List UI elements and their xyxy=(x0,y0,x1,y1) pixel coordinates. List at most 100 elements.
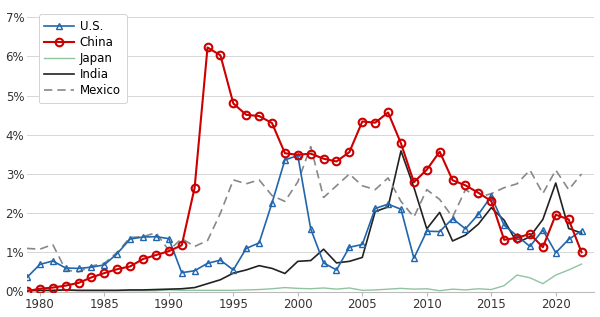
China xyxy=(36,287,43,291)
China xyxy=(488,199,495,203)
Mexico xyxy=(307,145,314,148)
U.S. xyxy=(359,243,366,246)
Japan xyxy=(578,262,585,266)
Mexico xyxy=(139,235,146,239)
U.S. xyxy=(539,228,547,232)
Mexico xyxy=(565,188,572,191)
Japan xyxy=(333,287,340,291)
China xyxy=(423,168,430,171)
India xyxy=(359,256,366,259)
China xyxy=(552,213,559,217)
U.S. xyxy=(320,261,327,265)
India xyxy=(88,288,95,292)
U.S. xyxy=(113,252,121,256)
Japan xyxy=(320,286,327,290)
China xyxy=(578,250,585,254)
Mexico xyxy=(230,178,237,182)
China xyxy=(385,111,392,114)
China xyxy=(256,114,263,118)
China xyxy=(139,257,146,261)
China xyxy=(307,152,314,156)
Japan xyxy=(165,288,172,292)
Mexico xyxy=(385,176,392,180)
India xyxy=(539,217,547,221)
Japan xyxy=(242,288,250,292)
Mexico xyxy=(436,197,443,201)
Japan xyxy=(462,288,469,292)
India xyxy=(526,235,533,239)
Japan xyxy=(152,289,160,293)
China xyxy=(449,178,456,182)
Mexico xyxy=(475,196,482,199)
Mexico xyxy=(514,182,521,186)
U.S. xyxy=(191,269,198,273)
India xyxy=(397,149,404,153)
Japan xyxy=(139,289,146,293)
China xyxy=(268,121,275,125)
Japan xyxy=(23,289,31,293)
China xyxy=(127,264,134,268)
Japan xyxy=(178,288,185,292)
India xyxy=(565,227,572,230)
India xyxy=(230,271,237,275)
China xyxy=(75,281,82,285)
Mexico xyxy=(552,168,559,172)
U.S. xyxy=(152,235,160,239)
India xyxy=(488,206,495,210)
Mexico xyxy=(578,172,585,176)
China xyxy=(500,238,508,242)
India xyxy=(75,288,82,292)
Mexico xyxy=(178,237,185,241)
U.S. xyxy=(217,258,224,262)
China xyxy=(526,232,533,236)
India xyxy=(410,185,418,189)
U.S. xyxy=(256,241,263,245)
Mexico xyxy=(268,194,275,197)
China xyxy=(333,159,340,163)
India xyxy=(371,210,379,213)
Mexico xyxy=(23,247,31,250)
U.S. xyxy=(307,227,314,231)
India xyxy=(204,282,211,286)
Mexico xyxy=(333,184,340,188)
India xyxy=(36,288,43,292)
India xyxy=(294,259,301,263)
India xyxy=(462,233,469,237)
China xyxy=(462,184,469,187)
Japan xyxy=(475,287,482,291)
Legend: U.S., China, Japan, India, Mexico: U.S., China, Japan, India, Mexico xyxy=(38,14,127,103)
India xyxy=(49,288,56,292)
Japan xyxy=(371,288,379,292)
Japan xyxy=(217,288,224,292)
U.S. xyxy=(565,237,572,241)
U.S. xyxy=(578,229,585,233)
U.S. xyxy=(36,262,43,266)
Mexico xyxy=(294,180,301,184)
India xyxy=(217,278,224,281)
Japan xyxy=(204,288,211,292)
Mexico xyxy=(281,199,289,203)
India xyxy=(436,210,443,214)
India xyxy=(242,268,250,272)
India xyxy=(333,261,340,265)
Japan xyxy=(62,288,69,292)
U.S. xyxy=(449,217,456,221)
U.S. xyxy=(281,158,289,162)
China xyxy=(346,150,353,154)
India xyxy=(113,288,121,292)
Mexico xyxy=(113,250,121,254)
U.S. xyxy=(333,268,340,272)
India xyxy=(62,288,69,292)
Japan xyxy=(281,286,289,289)
Line: U.S.: U.S. xyxy=(24,153,584,280)
India xyxy=(127,288,134,292)
Japan xyxy=(75,289,82,293)
India xyxy=(256,264,263,268)
China xyxy=(539,245,547,249)
India xyxy=(320,247,327,251)
U.S. xyxy=(436,230,443,234)
U.S. xyxy=(397,207,404,211)
Mexico xyxy=(165,249,172,252)
U.S. xyxy=(242,247,250,250)
India xyxy=(385,205,392,209)
